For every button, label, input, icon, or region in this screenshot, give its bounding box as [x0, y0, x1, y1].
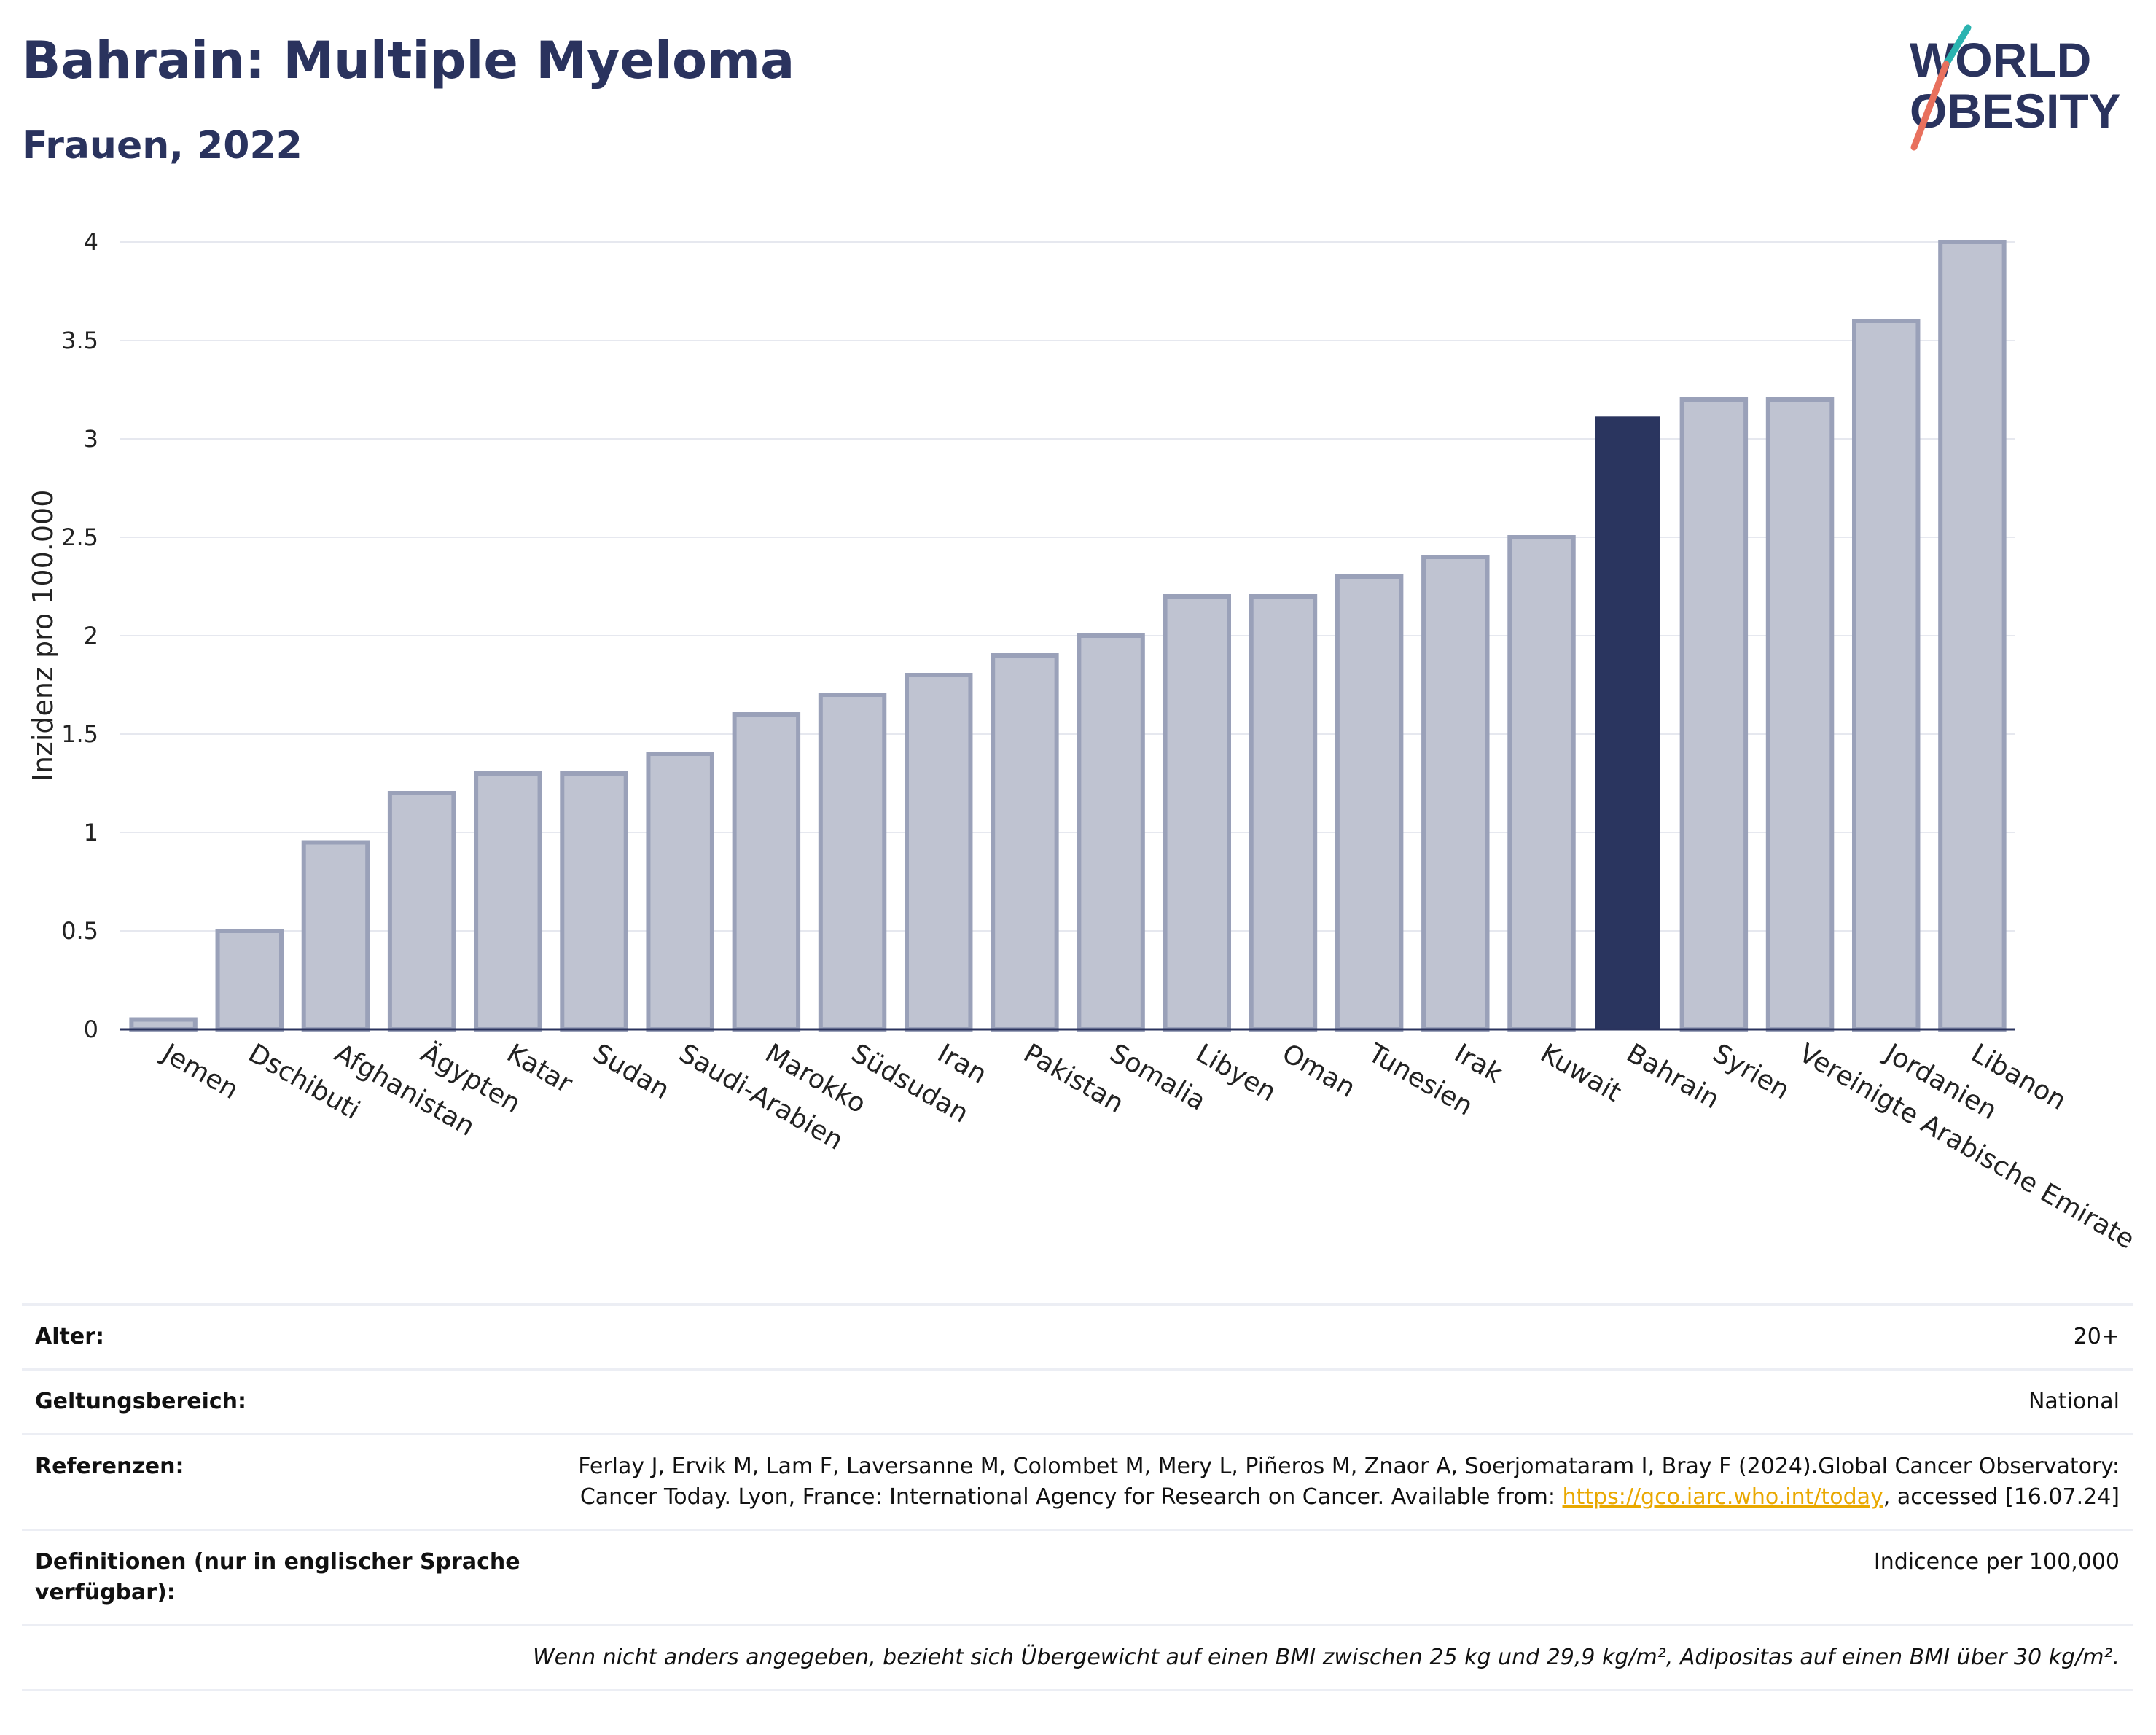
info-value: National — [558, 1368, 2133, 1435]
page-title: Bahrain: Multiple Myeloma — [22, 31, 795, 90]
bar-katar — [474, 771, 542, 1032]
bar-tunesien — [1335, 574, 1404, 1032]
x-tick-label: Vereinigte Arabische Emirate — [1794, 1038, 2139, 1255]
reference-text-end: , accessed [16.07.24] — [1883, 1484, 2120, 1510]
x-tick-label: Syrien — [1708, 1038, 1794, 1105]
y-tick-label: 3 — [84, 425, 98, 453]
info-value: Ferlay J, Ervik M, Lam F, Laversanne M, … — [558, 1433, 2133, 1531]
x-tick-label: Jemen — [156, 1037, 243, 1105]
footnote: Wenn nicht anders angegeben, bezieht sic… — [22, 1624, 2133, 1691]
bar-chart: 0 0.5 1 1.5 2 2.5 3 3.5 4 Jemen DschibutiAfghanis… — [27, 228, 2139, 1255]
bar-libyen — [1163, 594, 1231, 1032]
info-row-age: Alter: 20+ — [22, 1303, 2133, 1371]
x-tick-label: Irak — [1449, 1038, 1507, 1089]
bar-oman — [1249, 594, 1318, 1032]
bar-iran — [905, 673, 973, 1032]
y-tick-label: 2 — [84, 622, 98, 650]
info-row-definitions: Definitionen (nur in englischer Sprache … — [22, 1529, 2133, 1626]
y-tick-label: 0 — [84, 1015, 98, 1043]
bar-sudan — [560, 771, 628, 1032]
logo-line2: OBESITY — [1910, 84, 2121, 138]
bar-jemen — [129, 1017, 198, 1032]
y-tick-label: 1 — [84, 819, 98, 846]
bar-irak — [1421, 555, 1490, 1032]
bar-afghanistan — [301, 840, 370, 1032]
info-label: Geltungsbereich: — [22, 1368, 558, 1435]
bar-jordanien — [1852, 319, 1921, 1032]
info-label: Definitionen (nur in englischer Sprache … — [22, 1529, 558, 1626]
info-value: Indicence per 100,000 — [558, 1529, 2133, 1626]
y-tick-label: 4 — [84, 228, 98, 256]
bar-pakistan — [991, 653, 1059, 1032]
y-axis-ticks: 0 0.5 1 1.5 2 2.5 3 3.5 4 — [61, 228, 98, 1043]
info-value: 20+ — [558, 1303, 2133, 1371]
page-subtitle: Frauen, 2022 — [22, 124, 302, 168]
x-tick-label: Oman — [1277, 1038, 1360, 1104]
info-label: Alter: — [22, 1303, 558, 1371]
reference-text: Ferlay J, Ervik M, Lam F, Laversanne M, … — [578, 1454, 2120, 1510]
x-tick-label: Kuwait — [1536, 1038, 1627, 1108]
x-tick-label: Sudan — [588, 1038, 675, 1105]
bar-südsudan — [818, 693, 887, 1032]
x-tick-label: Iran — [932, 1038, 991, 1090]
logo-line1: WORLD — [1910, 33, 2091, 87]
info-label: Referenzen: — [22, 1433, 558, 1531]
info-table: Alter: 20+ Geltungsbereich: National Ref… — [22, 1303, 2133, 1691]
info-row-scope: Geltungsbereich: National — [22, 1368, 2133, 1435]
info-row-footnote: Wenn nicht anders angegeben, bezieht sic… — [22, 1624, 2133, 1691]
bar-bahrain — [1595, 416, 1660, 1030]
bar-ägypten — [387, 791, 456, 1032]
y-axis-label: Inzidenz pro 100.000 — [27, 490, 59, 782]
reference-link[interactable]: https://gco.iarc.who.int/today — [1562, 1484, 1883, 1510]
x-tick-label: Bahrain — [1622, 1038, 1725, 1115]
bar-marokko — [732, 712, 801, 1032]
bar-dschibuti — [215, 929, 284, 1032]
bar-vereinigte-arabische-emirate — [1765, 397, 1835, 1032]
y-tick-label: 0.5 — [61, 917, 98, 945]
bar-kuwait — [1507, 535, 1576, 1032]
bar-libanon — [1938, 240, 2007, 1032]
y-tick-label: 3.5 — [61, 327, 98, 354]
bar-somalia — [1077, 633, 1145, 1032]
y-tick-label: 2.5 — [61, 523, 98, 551]
bar-syrien — [1679, 397, 1749, 1032]
info-row-references: Referenzen: Ferlay J, Ervik M, Lam F, La… — [22, 1433, 2133, 1531]
y-tick-label: 1.5 — [61, 720, 98, 748]
bar-saudi-arabien — [646, 752, 714, 1032]
world-obesity-logo: WORLD OBESITY — [1910, 24, 2121, 151]
